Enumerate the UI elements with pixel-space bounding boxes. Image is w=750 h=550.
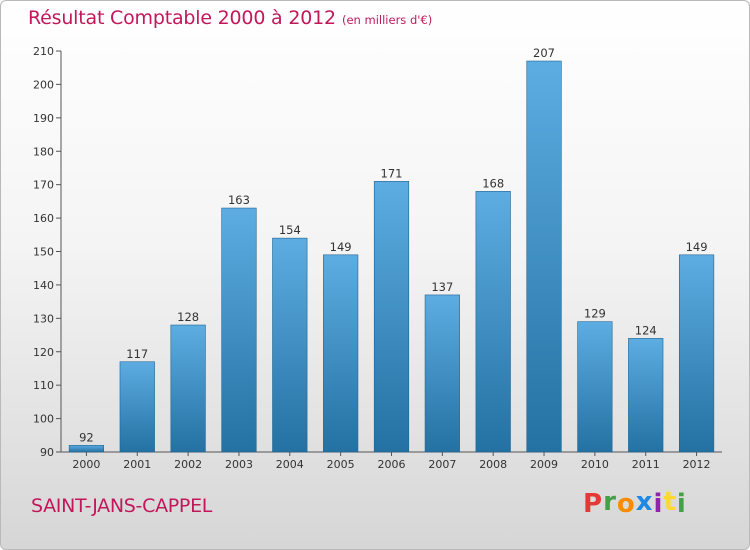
y-tick-label: 160 — [33, 212, 54, 225]
data-label-2012: 149 — [686, 240, 708, 254]
chart-data-labels: 92 117 128 163 154 149 171 137 168 207 129 124 149 — [79, 46, 707, 444]
x-tick-label-2009: 2009 — [530, 458, 558, 471]
x-tick-label-2012: 2012 — [683, 458, 711, 471]
x-tick-label-2005: 2005 — [327, 458, 355, 471]
bar-2005 — [323, 254, 359, 453]
y-tick-label: 170 — [33, 179, 54, 192]
y-tick-label: 130 — [33, 312, 54, 325]
bar-2002 — [170, 324, 206, 453]
bar-2012 — [678, 254, 715, 453]
y-tick-label: 120 — [33, 346, 54, 359]
x-tick-label-2001: 2001 — [123, 458, 151, 471]
y-tick-label: 180 — [33, 145, 54, 158]
bar-2003 — [221, 207, 257, 453]
proxiti-logo: Proxiti — [583, 487, 687, 519]
x-tick-label-2002: 2002 — [174, 458, 202, 471]
bar-2006 — [373, 181, 410, 453]
y-tick-label: 90 — [40, 446, 54, 459]
bar-2001 — [119, 361, 155, 453]
chart-unit-note: (en milliers d'€) — [342, 13, 433, 27]
logo-letter: t — [663, 487, 677, 517]
x-tick-label-2004: 2004 — [276, 458, 304, 471]
y-tick-label: 150 — [33, 246, 54, 259]
x-tick-label-2000: 2000 — [72, 458, 100, 471]
logo-letter: r — [603, 487, 617, 517]
x-tick-label-2008: 2008 — [479, 458, 507, 471]
bar-2000 — [68, 445, 105, 453]
x-tick-label-2003: 2003 — [225, 458, 253, 471]
data-label-2008: 168 — [482, 176, 504, 190]
bar-2010 — [577, 321, 613, 453]
x-tick-label-2011: 2011 — [632, 458, 660, 471]
bar-2011 — [628, 338, 664, 453]
bar-2008 — [475, 191, 511, 453]
logo-letter: P — [583, 489, 604, 519]
y-tick-label: 110 — [33, 379, 54, 392]
data-label-2011: 124 — [635, 323, 657, 337]
data-label-2004: 154 — [279, 223, 301, 237]
data-label-2003: 163 — [228, 193, 250, 207]
logo-letter: i — [653, 489, 664, 519]
bar-2007 — [424, 294, 460, 453]
commune-name: SAINT-JANS-CAPPEL — [31, 495, 213, 517]
logo-letter: x — [635, 487, 654, 517]
chart-title: Résultat Comptable 2000 à 2012 — [28, 7, 336, 29]
data-label-2000: 92 — [79, 430, 94, 444]
y-tick-label: 140 — [33, 279, 54, 292]
bar-2009 — [526, 60, 562, 453]
x-tick-label-2006: 2006 — [378, 458, 406, 471]
y-tick-label: 100 — [33, 413, 54, 426]
data-label-2007: 137 — [431, 280, 453, 294]
data-label-2006: 171 — [381, 166, 403, 180]
data-label-2001: 117 — [126, 347, 148, 361]
data-label-2010: 129 — [584, 307, 606, 321]
y-tick-label: 190 — [33, 112, 54, 125]
data-label-2005: 149 — [330, 240, 352, 254]
bar-2004 — [272, 237, 308, 453]
x-tick-label-2010: 2010 — [581, 458, 609, 471]
y-tick-label: 200 — [33, 78, 54, 91]
logo-letter: o — [616, 489, 636, 519]
chart-bars — [68, 60, 715, 453]
x-tick-label-2007: 2007 — [428, 458, 456, 471]
logo-letter: i — [676, 489, 687, 519]
data-label-2009: 207 — [533, 46, 555, 60]
data-label-2002: 128 — [177, 310, 199, 324]
y-tick-label: 210 — [33, 45, 54, 58]
